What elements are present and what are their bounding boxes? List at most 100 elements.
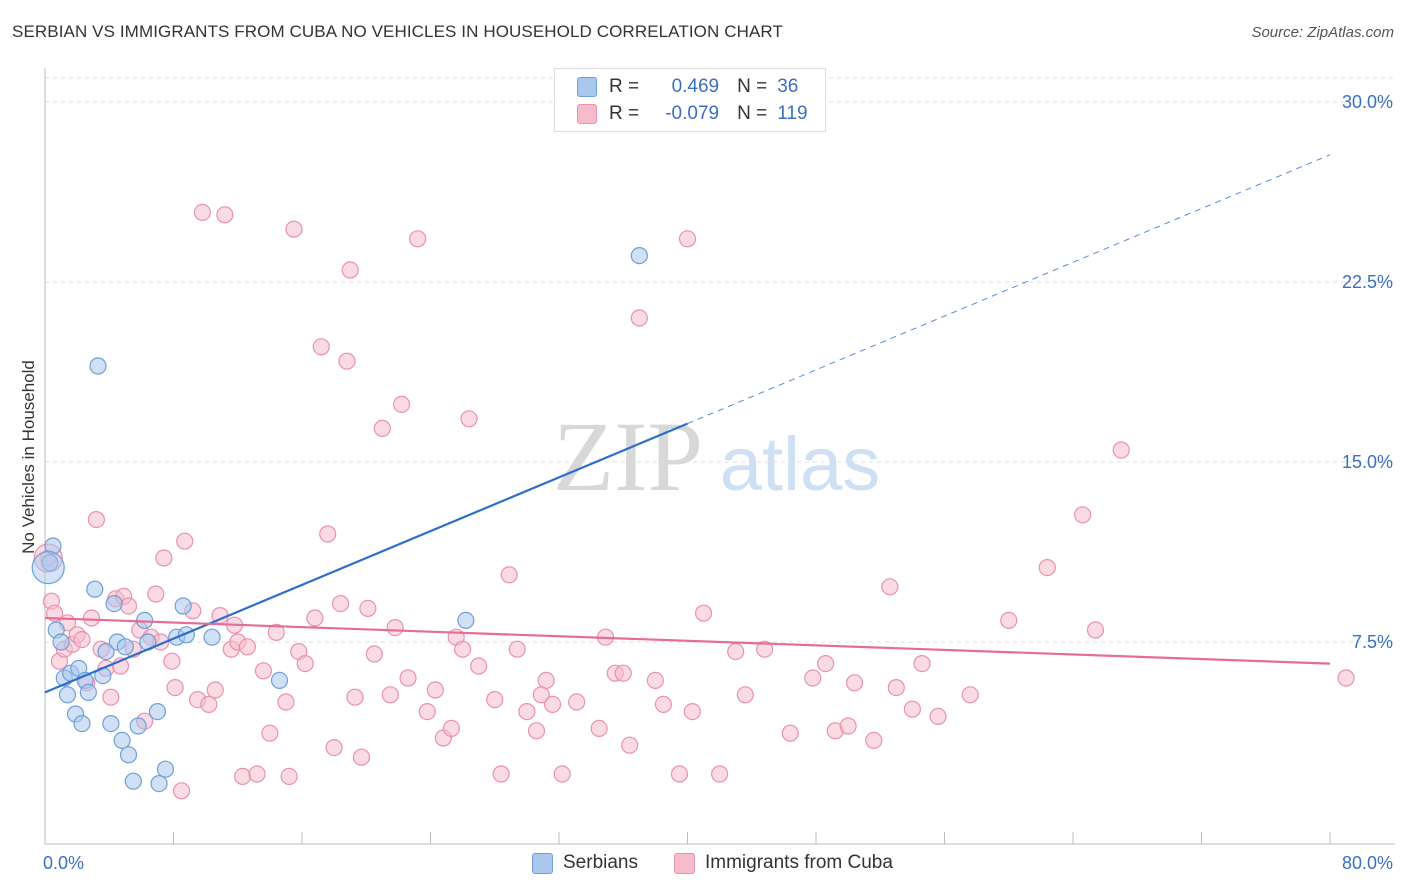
y-tick-label: 15.0% — [1342, 452, 1393, 472]
cuba-point — [206, 681, 224, 699]
legend-swatch-cuba — [674, 852, 695, 874]
x-tick-label: 0.0% — [43, 853, 84, 873]
cuba-point — [621, 736, 639, 754]
series-serbians — [31, 247, 648, 793]
cuba-point — [176, 532, 194, 550]
cuba-point — [373, 419, 391, 437]
chart-title: SERBIAN VS IMMIGRANTS FROM CUBA NO VEHIC… — [12, 22, 783, 41]
cuba-point — [887, 678, 905, 697]
serbian-point — [89, 357, 107, 375]
cuba-point — [646, 671, 664, 690]
cuba-point — [961, 686, 979, 704]
cuba-point — [670, 765, 689, 783]
cuba-point — [500, 566, 518, 584]
serbian-point — [270, 671, 289, 690]
cuba-point — [392, 395, 411, 413]
serbian-point — [129, 717, 147, 735]
watermark-zip: ZIP — [553, 401, 703, 512]
legend-stats: R = 0.469 N = 36 R = -0.079 N = 119 — [554, 68, 826, 132]
legend-item-serbians[interactable]: Serbians — [532, 852, 638, 874]
serbian-point-large — [31, 550, 65, 585]
cuba-point — [248, 765, 266, 783]
legend-label-cuba: Immigrants from Cuba — [705, 852, 893, 873]
legend-label-serbians: Serbians — [563, 852, 638, 873]
serbian-point — [124, 772, 142, 790]
source-label: Source: ZipAtlas.com — [1251, 24, 1394, 41]
cuba-point — [352, 748, 371, 766]
serbian-point — [52, 633, 70, 651]
cuba-point — [755, 640, 774, 658]
cuba-point — [568, 693, 586, 711]
cuba-point — [147, 585, 165, 603]
y-tick-label: 22.5% — [1342, 272, 1393, 292]
cuba-trend-line — [44, 616, 1331, 665]
serbians-trend-extension — [687, 154, 1331, 425]
x-tick-label: 80.0% — [1342, 853, 1393, 873]
cuba-point — [1337, 669, 1355, 687]
serbian-point — [203, 628, 221, 646]
legend-swatch-serbians — [577, 77, 597, 97]
cuba-point — [155, 549, 173, 567]
cuba-point — [418, 702, 436, 721]
cuba-point — [654, 695, 673, 714]
cuba-point — [341, 261, 359, 279]
cuba-point — [903, 700, 921, 718]
cuba-point — [711, 765, 729, 783]
cuba-point — [804, 669, 822, 687]
cuba-point — [913, 654, 931, 673]
cuba-point — [306, 609, 324, 627]
cuba-point — [929, 707, 947, 726]
serbian-point — [102, 714, 120, 733]
serbian-point — [148, 702, 167, 721]
legend-row-serbians: R = 0.469 N = 36 — [577, 75, 798, 99]
cuba-point — [470, 657, 488, 675]
cuba-point — [678, 230, 697, 248]
cuba-point — [1112, 441, 1130, 459]
legend-row-cuba: R = -0.079 N = 119 — [577, 102, 808, 126]
cuba-point — [346, 688, 364, 706]
serbian-point — [119, 746, 138, 764]
cuba-point — [296, 654, 314, 673]
cuba-point — [386, 618, 404, 637]
cuba-point — [280, 767, 298, 786]
cuba-point — [543, 695, 562, 714]
cuba-point — [319, 525, 337, 543]
cuba-point — [839, 717, 857, 735]
cuba-point — [163, 652, 181, 670]
y-tick-label: 30.0% — [1342, 92, 1393, 112]
cuba-point — [486, 690, 504, 709]
r-value: 0.469 — [671, 76, 720, 97]
cuba-point — [537, 671, 555, 690]
cuba-point — [426, 681, 444, 699]
cuba-point — [325, 738, 343, 757]
cuba-point — [216, 206, 234, 224]
cuba-point — [630, 309, 648, 327]
cuba-point — [312, 338, 330, 356]
cuba-point — [727, 642, 745, 661]
cuba-point — [1074, 506, 1092, 524]
cuba-point — [508, 640, 526, 658]
gridlines — [45, 77, 1395, 643]
n-label: N = — [737, 76, 768, 97]
cuba-point — [460, 410, 478, 428]
cuba-point — [409, 230, 427, 248]
cuba-point — [102, 688, 120, 706]
cuba-point — [331, 594, 350, 613]
r-label: R = — [609, 103, 640, 124]
cuba-point — [399, 669, 417, 687]
legend-swatch-serbians — [532, 852, 553, 874]
cuba-point — [1038, 558, 1056, 577]
serbian-point — [156, 760, 175, 778]
legend-item-cuba[interactable]: Immigrants from Cuba — [674, 852, 893, 874]
cuba-point — [527, 722, 546, 740]
trend-lines — [44, 154, 1331, 694]
cuba-point — [359, 599, 377, 618]
cuba-point — [492, 765, 510, 783]
cuba-point — [82, 609, 101, 627]
y-tick-label: 7.5% — [1352, 632, 1393, 652]
serbian-point — [150, 774, 168, 793]
n-value: 119 — [777, 103, 808, 124]
watermark-atlas: atlas — [720, 422, 881, 507]
cuba-point — [338, 352, 356, 370]
tick-labels: 7.5% 15.0% 22.5% 30.0% 0.0% 80.0% — [43, 92, 1393, 873]
